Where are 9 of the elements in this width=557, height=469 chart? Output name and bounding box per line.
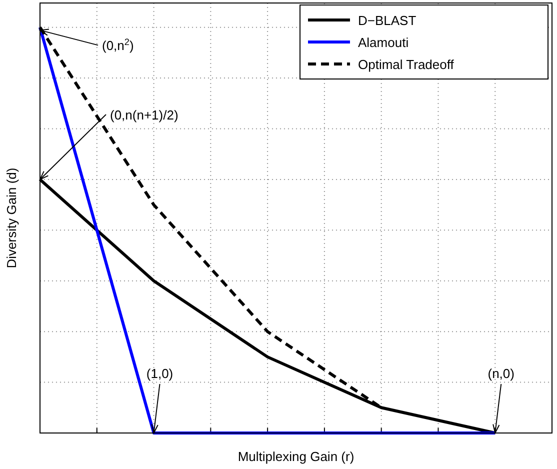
legend-label: Alamouti bbox=[358, 35, 409, 50]
legend-label: D−BLAST bbox=[358, 13, 416, 28]
legend-label: Optimal Tradeoff bbox=[358, 57, 454, 72]
annotation: (n,0) bbox=[488, 366, 514, 381]
annotation: (0,n$^{2}$) bbox=[102, 37, 134, 54]
annotation: (0,n(n+1)/2) bbox=[110, 107, 178, 122]
y-axis-title: Diversity Gain (d) bbox=[4, 168, 19, 268]
x-axis-title: Multiplexing Gain (r) bbox=[238, 449, 354, 464]
annotation: (1,0) bbox=[146, 366, 174, 381]
